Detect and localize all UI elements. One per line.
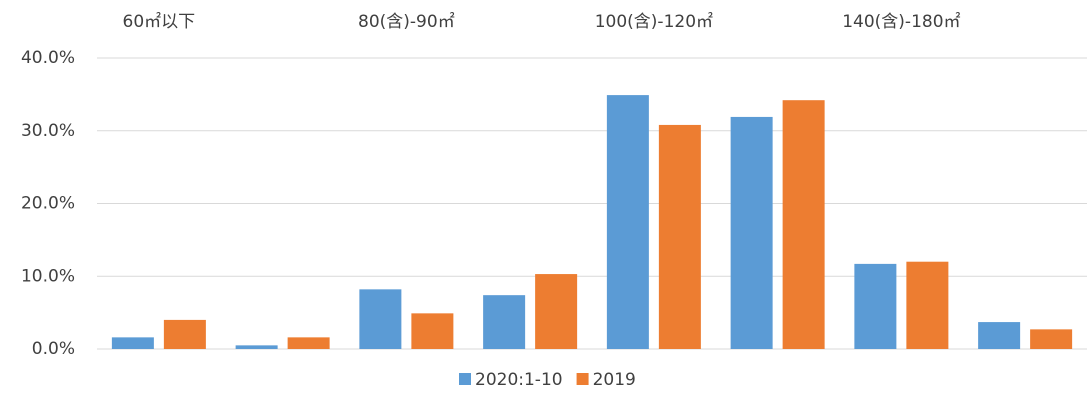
- x-tick-label: 60㎡以下: [123, 12, 196, 32]
- x-tick-label: 140(含)-180㎡: [842, 12, 960, 32]
- bar: [782, 100, 825, 349]
- x-tick-label: 100(含)-120㎡: [595, 12, 713, 32]
- x-tick-label: 80(含)-90㎡: [358, 12, 455, 32]
- bar: [854, 263, 897, 349]
- bar: [1030, 329, 1073, 349]
- y-tick-label: 0.0%: [32, 339, 75, 359]
- bar: [906, 261, 949, 349]
- y-tick-label: 40.0%: [21, 48, 75, 68]
- bar: [163, 319, 206, 349]
- bar: [287, 337, 330, 349]
- legend-swatch: [459, 373, 471, 385]
- bar: [359, 289, 402, 349]
- bar: [483, 295, 526, 349]
- legend-swatch: [576, 373, 589, 385]
- legend-label: 2019: [593, 370, 636, 390]
- bar: [978, 322, 1021, 349]
- y-tick-label: 10.0%: [21, 266, 75, 286]
- bar: [235, 345, 278, 349]
- bar: [411, 313, 454, 349]
- bar: [606, 95, 649, 349]
- y-tick-label: 30.0%: [21, 121, 75, 141]
- legend-label: 2020:1-10: [475, 370, 563, 390]
- bar: [658, 124, 701, 350]
- y-tick-label: 20.0%: [21, 194, 75, 214]
- bar: [730, 116, 773, 350]
- bar: [535, 274, 578, 349]
- bar: [111, 337, 154, 349]
